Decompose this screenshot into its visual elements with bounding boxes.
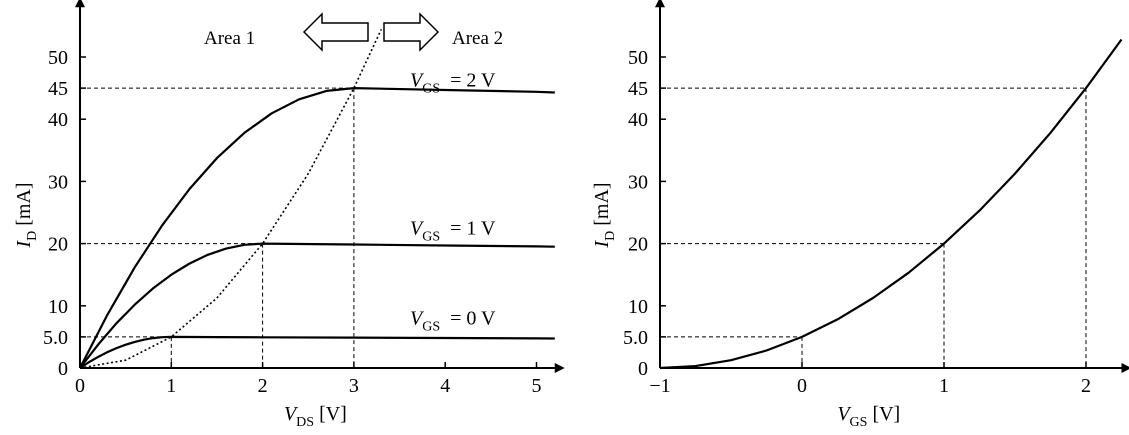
y-tick-label: 45: [48, 78, 68, 100]
y-tick-label: 50: [628, 47, 648, 69]
y-tick-label: 30: [628, 171, 648, 193]
y-tick-label: 20: [48, 234, 68, 256]
y-tick-label: 40: [48, 109, 68, 131]
y-axis-arrow: [655, 0, 665, 7]
y-tick-label: 50: [48, 47, 68, 69]
y-axis-label-sub: D: [603, 231, 618, 241]
x-tick-label: 0: [75, 375, 85, 397]
series-label-3: VGS = 2 V: [410, 69, 496, 96]
y-axis-arrow: [75, 0, 85, 7]
y-tick-label: 10: [48, 296, 68, 318]
x-axis-label-text: VDS [V]: [284, 403, 347, 430]
x-tick-label: 0: [797, 375, 807, 397]
series-label-3-unit: = 2 V: [440, 69, 496, 91]
y-tick-label: 0: [58, 358, 68, 380]
y-tick-label: 30: [48, 171, 68, 193]
y-axis-label-text: ID [mA]: [13, 182, 40, 248]
x-axis-label-sub: GS: [850, 415, 868, 430]
x-axis-label: VDS [V]: [284, 403, 347, 430]
series-label-3-sub: GS: [422, 81, 440, 96]
series-label-1-sub: GS: [422, 319, 440, 334]
series-label-2-text: VGS = 1 V: [410, 218, 496, 245]
x-axis-label: VGS [V]: [837, 403, 900, 430]
series-line-1: [660, 40, 1122, 369]
y-axis-label: ID [mA]: [591, 182, 618, 248]
series-label-2-sub: GS: [422, 230, 440, 245]
series-label-1-text: VGS = 0 V: [410, 307, 496, 334]
y-tick-label: 10: [628, 296, 648, 318]
area-1-label: Area 1: [204, 28, 255, 49]
x-tick-label: 2: [258, 375, 268, 397]
y-axis-label-sub: D: [25, 231, 40, 241]
series-label-2: VGS = 1 V: [410, 218, 496, 245]
series-label-3-text: VGS = 2 V: [410, 69, 496, 96]
series-line-1: [80, 337, 555, 368]
area-2-label: Area 2: [452, 28, 503, 49]
series-line-2: [80, 244, 555, 368]
y-tick-label: 5.0: [623, 327, 648, 349]
x-axis-label-unit: [V]: [314, 403, 347, 425]
y-axis-label-text: ID [mA]: [591, 182, 618, 248]
y-tick-label: 40: [628, 109, 648, 131]
series-label-2-unit: = 1 V: [440, 218, 496, 240]
x-tick-label: 2: [1081, 375, 1091, 397]
x-tick-label: −1: [649, 375, 670, 397]
x-tick-label: 3: [349, 375, 359, 397]
y-tick-label: 5.0: [43, 327, 68, 349]
x-axis-arrow: [555, 363, 565, 373]
y-axis-label-unit: [mA]: [13, 182, 35, 230]
x-tick-label: 4: [440, 375, 450, 397]
y-axis-label: ID [mA]: [13, 182, 40, 248]
right-arrow-icon: [384, 14, 438, 50]
x-axis-arrow: [1122, 363, 1129, 373]
y-axis-label-unit: [mA]: [591, 182, 613, 230]
x-axis-label-sub: DS: [296, 415, 314, 430]
x-tick-label: 1: [939, 375, 949, 397]
x-axis-label-unit: [V]: [867, 403, 900, 425]
x-tick-label: 1: [166, 375, 176, 397]
series-label-1-unit: = 0 V: [440, 307, 496, 329]
y-tick-label: 0: [638, 358, 648, 380]
x-tick-label: 5: [532, 375, 542, 397]
x-axis-label-text: VGS [V]: [837, 403, 900, 430]
y-tick-label: 20: [628, 234, 648, 256]
y-tick-label: 45: [628, 78, 648, 100]
series-label-1: VGS = 0 V: [410, 307, 496, 334]
